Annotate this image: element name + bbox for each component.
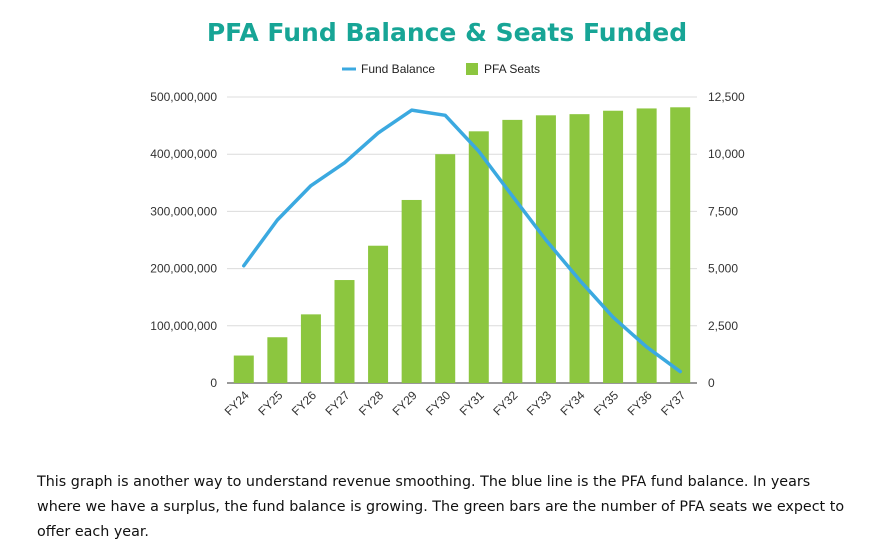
x-tick-label: FY30 bbox=[423, 388, 453, 418]
bar-fy35 bbox=[603, 110, 624, 383]
line-series-fund-balance bbox=[242, 108, 682, 374]
bar-fy31 bbox=[468, 131, 489, 383]
fund-balance-point-fy30 bbox=[444, 114, 446, 116]
bar-fy30 bbox=[435, 154, 456, 383]
fund-balance-point-fy31 bbox=[478, 150, 480, 152]
fund-balance-point-fy37 bbox=[679, 371, 681, 373]
y-left-tick-label: 0 bbox=[210, 376, 217, 390]
x-tick-label: FY24 bbox=[222, 388, 252, 418]
y-left-tick-label: 300,000,000 bbox=[150, 204, 217, 218]
x-tick-label: FY35 bbox=[591, 388, 621, 418]
bar-fy33 bbox=[535, 115, 556, 383]
bar-fy25 bbox=[267, 337, 288, 383]
y-right-tick-label: 10,000 bbox=[708, 147, 745, 161]
fund-balance-line bbox=[242, 108, 682, 374]
fund-balance-point-fy27 bbox=[344, 162, 345, 164]
x-tick-label: FY27 bbox=[322, 388, 352, 418]
x-tick-label: FY26 bbox=[289, 388, 319, 418]
legend-pfa-seats-swatch bbox=[466, 63, 478, 75]
bar-fy28 bbox=[368, 245, 389, 383]
bar-fy36 bbox=[636, 108, 657, 383]
y-left-tick-label: 400,000,000 bbox=[150, 147, 217, 161]
y-right-tick-label: 0 bbox=[708, 376, 715, 390]
bar-fy34 bbox=[569, 114, 590, 383]
fund-balance-point-fy24 bbox=[243, 265, 245, 267]
y-left-tick-label: 200,000,000 bbox=[150, 262, 217, 276]
bar-series-pfa-seats bbox=[233, 107, 691, 384]
x-tick-label: FY37 bbox=[658, 388, 688, 418]
chart-title: PFA Fund Balance & Seats Funded bbox=[207, 18, 687, 47]
x-tick-label: FY32 bbox=[490, 388, 520, 418]
y-axis-left: 0 100,000,000 200,000,000 300,000,000 400,00… bbox=[150, 90, 217, 390]
y-right-tick-label: 2,500 bbox=[708, 319, 738, 333]
fund-balance-point-fy36 bbox=[646, 346, 648, 348]
x-tick-label: FY28 bbox=[356, 388, 386, 418]
y-right-tick-label: 5,000 bbox=[708, 262, 738, 276]
bar-fy24 bbox=[233, 355, 254, 383]
fund-balance-point-fy25 bbox=[276, 219, 278, 221]
bar-fy29 bbox=[401, 199, 422, 383]
y-left-tick-label: 100,000,000 bbox=[150, 319, 217, 333]
x-axis: FY24 FY25 FY26 FY27 FY28 FY29 FY30 FY31 FY32 FY33… bbox=[222, 388, 689, 418]
y-axis-right: 0 2,500 5,000 7,500 10,000 12,500 bbox=[708, 90, 745, 390]
bar-fy26 bbox=[300, 314, 321, 383]
fund-balance-point-fy29 bbox=[411, 109, 413, 111]
fund-balance-point-fy34 bbox=[579, 279, 580, 281]
x-tick-label: FY33 bbox=[524, 388, 554, 418]
legend-pfa-seats-label: PFA Seats bbox=[484, 62, 540, 76]
x-tick-label: FY36 bbox=[625, 388, 655, 418]
x-tick-label: FY29 bbox=[390, 388, 420, 418]
fund-balance-point-fy26 bbox=[310, 185, 312, 187]
y-right-tick-label: 12,500 bbox=[708, 90, 745, 104]
chart-caption: This graph is another way to understand … bbox=[37, 474, 845, 540]
fund-balance-point-fy35 bbox=[612, 316, 614, 318]
fund-balance-point-fy33 bbox=[545, 239, 547, 241]
x-tick-label: FY31 bbox=[457, 388, 487, 418]
y-left-tick-label: 500,000,000 bbox=[150, 90, 217, 104]
fund-balance-point-fy32 bbox=[511, 195, 513, 197]
legend-fund-balance-label: Fund Balance bbox=[361, 62, 435, 76]
x-tick-label: FY34 bbox=[557, 388, 587, 418]
bar-fy27 bbox=[334, 280, 355, 383]
gridlines bbox=[227, 96, 697, 384]
fund-balance-point-fy28 bbox=[377, 132, 379, 134]
chart-legend: Fund Balance PFA Seats bbox=[342, 62, 540, 76]
x-tick-label: FY25 bbox=[255, 388, 285, 418]
chart: PFA Fund Balance & Seats Funded Fund Bal… bbox=[150, 18, 745, 418]
y-right-tick-label: 7,500 bbox=[708, 204, 738, 218]
bar-fy37 bbox=[670, 107, 691, 384]
bar-fy32 bbox=[502, 119, 523, 383]
